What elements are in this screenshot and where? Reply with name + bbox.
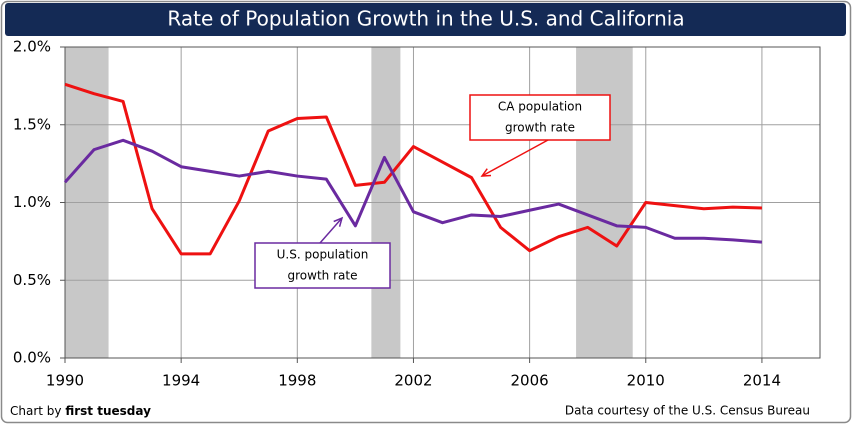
annotation-box: [254, 242, 391, 289]
y-tick-label: 1.0%: [13, 193, 51, 211]
annotation-text: U.S. population: [277, 248, 369, 262]
series-line: [64, 82, 762, 256]
x-tick-label: 2006: [511, 372, 549, 390]
source: Data courtesy of the U.S. Census Bureau: [565, 404, 810, 418]
y-tick-label: 2.0%: [13, 38, 51, 56]
x-tick-label: 1994: [162, 372, 200, 390]
x-tick-label: 2010: [627, 372, 665, 390]
annotation-text: growth rate: [505, 121, 575, 135]
credit-prefix: Chart by: [10, 404, 62, 418]
annotation-arrowhead: [480, 168, 492, 177]
series-line: [63, 138, 763, 244]
annotation-arrow: [481, 139, 549, 177]
x-tick-label: 1990: [46, 372, 84, 390]
credit: Chart by first tuesday: [10, 404, 151, 418]
plot-border: [64, 46, 821, 359]
y-tick-label: 0.0%: [13, 349, 51, 367]
credit-name: first tuesday: [65, 404, 151, 418]
annotation-arrow: [319, 217, 343, 244]
y-tick-label: 0.5%: [13, 271, 51, 289]
y-tick-label: 1.5%: [13, 115, 51, 133]
annotation-text: growth rate: [288, 269, 358, 283]
chart-title: Rate of Population Growth in the U.S. an…: [167, 7, 684, 31]
x-tick-label: 2002: [394, 372, 432, 390]
annotation-text: CA population: [498, 100, 582, 114]
title-bar: [5, 3, 846, 36]
annotation-box: [469, 94, 611, 141]
x-tick-label: 1998: [278, 372, 316, 390]
x-tick-label: 2014: [743, 372, 781, 390]
annotation-arrowhead: [333, 216, 344, 227]
